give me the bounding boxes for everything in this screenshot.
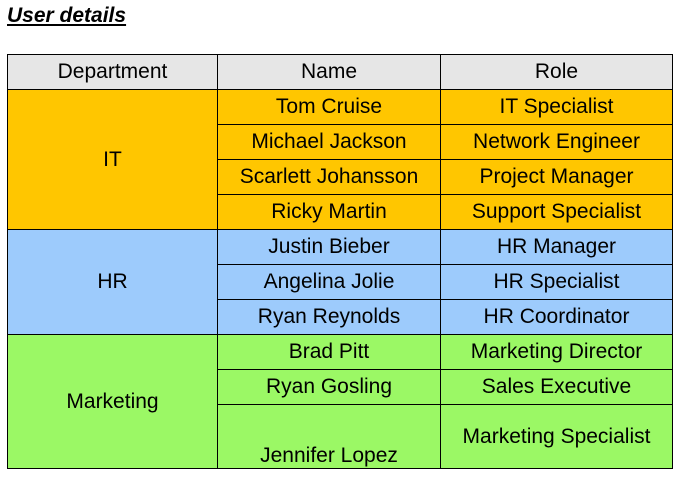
- role-cell: Marketing Director: [440, 334, 673, 370]
- department-cell-marketing: Marketing: [7, 334, 218, 469]
- name-cell: Ryan Gosling: [217, 369, 441, 405]
- name-cell: Justin Bieber: [217, 229, 441, 265]
- table-header-row: Department Name Role: [7, 54, 673, 90]
- table-row: Ryan Gosling Sales Executive: [7, 369, 673, 405]
- name-cell: Tom Cruise: [217, 89, 441, 125]
- page-title: User details: [7, 4, 127, 27]
- role-cell: HR Coordinator: [440, 299, 673, 335]
- table-row: HR Justin Bieber HR Manager: [7, 229, 673, 335]
- header-department: Department: [7, 54, 218, 90]
- table-row: IT Tom Cruise IT Specialist: [7, 89, 673, 230]
- name-cell: Michael Jackson: [217, 124, 441, 160]
- table-row: Michael Jackson Network Engineer: [7, 124, 673, 160]
- user-details-table: Department Name Role IT Tom Cruise IT Sp…: [7, 54, 673, 469]
- role-cell: Marketing Specialist: [440, 404, 673, 469]
- table-row: Marketing Brad Pitt Marketing Director: [7, 334, 673, 469]
- name-cell: Brad Pitt: [217, 334, 441, 370]
- department-cell-it: IT: [7, 89, 218, 230]
- role-cell: Project Manager: [440, 159, 673, 195]
- header-role: Role: [440, 54, 673, 90]
- role-cell: HR Manager: [440, 229, 673, 265]
- name-cell: Angelina Jolie: [217, 264, 441, 300]
- name-cell: Ricky Martin: [217, 194, 441, 230]
- role-cell: Sales Executive: [440, 369, 673, 405]
- role-cell: IT Specialist: [440, 89, 673, 125]
- table-row: Scarlett Johansson Project Manager: [7, 159, 673, 195]
- name-cell: Ryan Reynolds: [217, 299, 441, 335]
- name-cell: Scarlett Johansson: [217, 159, 441, 195]
- role-cell: HR Specialist: [440, 264, 673, 300]
- name-cell: Jennifer Lopez: [217, 404, 441, 469]
- role-cell: Support Specialist: [440, 194, 673, 230]
- header-name: Name: [217, 54, 441, 90]
- department-cell-hr: HR: [7, 229, 218, 335]
- role-cell: Network Engineer: [440, 124, 673, 160]
